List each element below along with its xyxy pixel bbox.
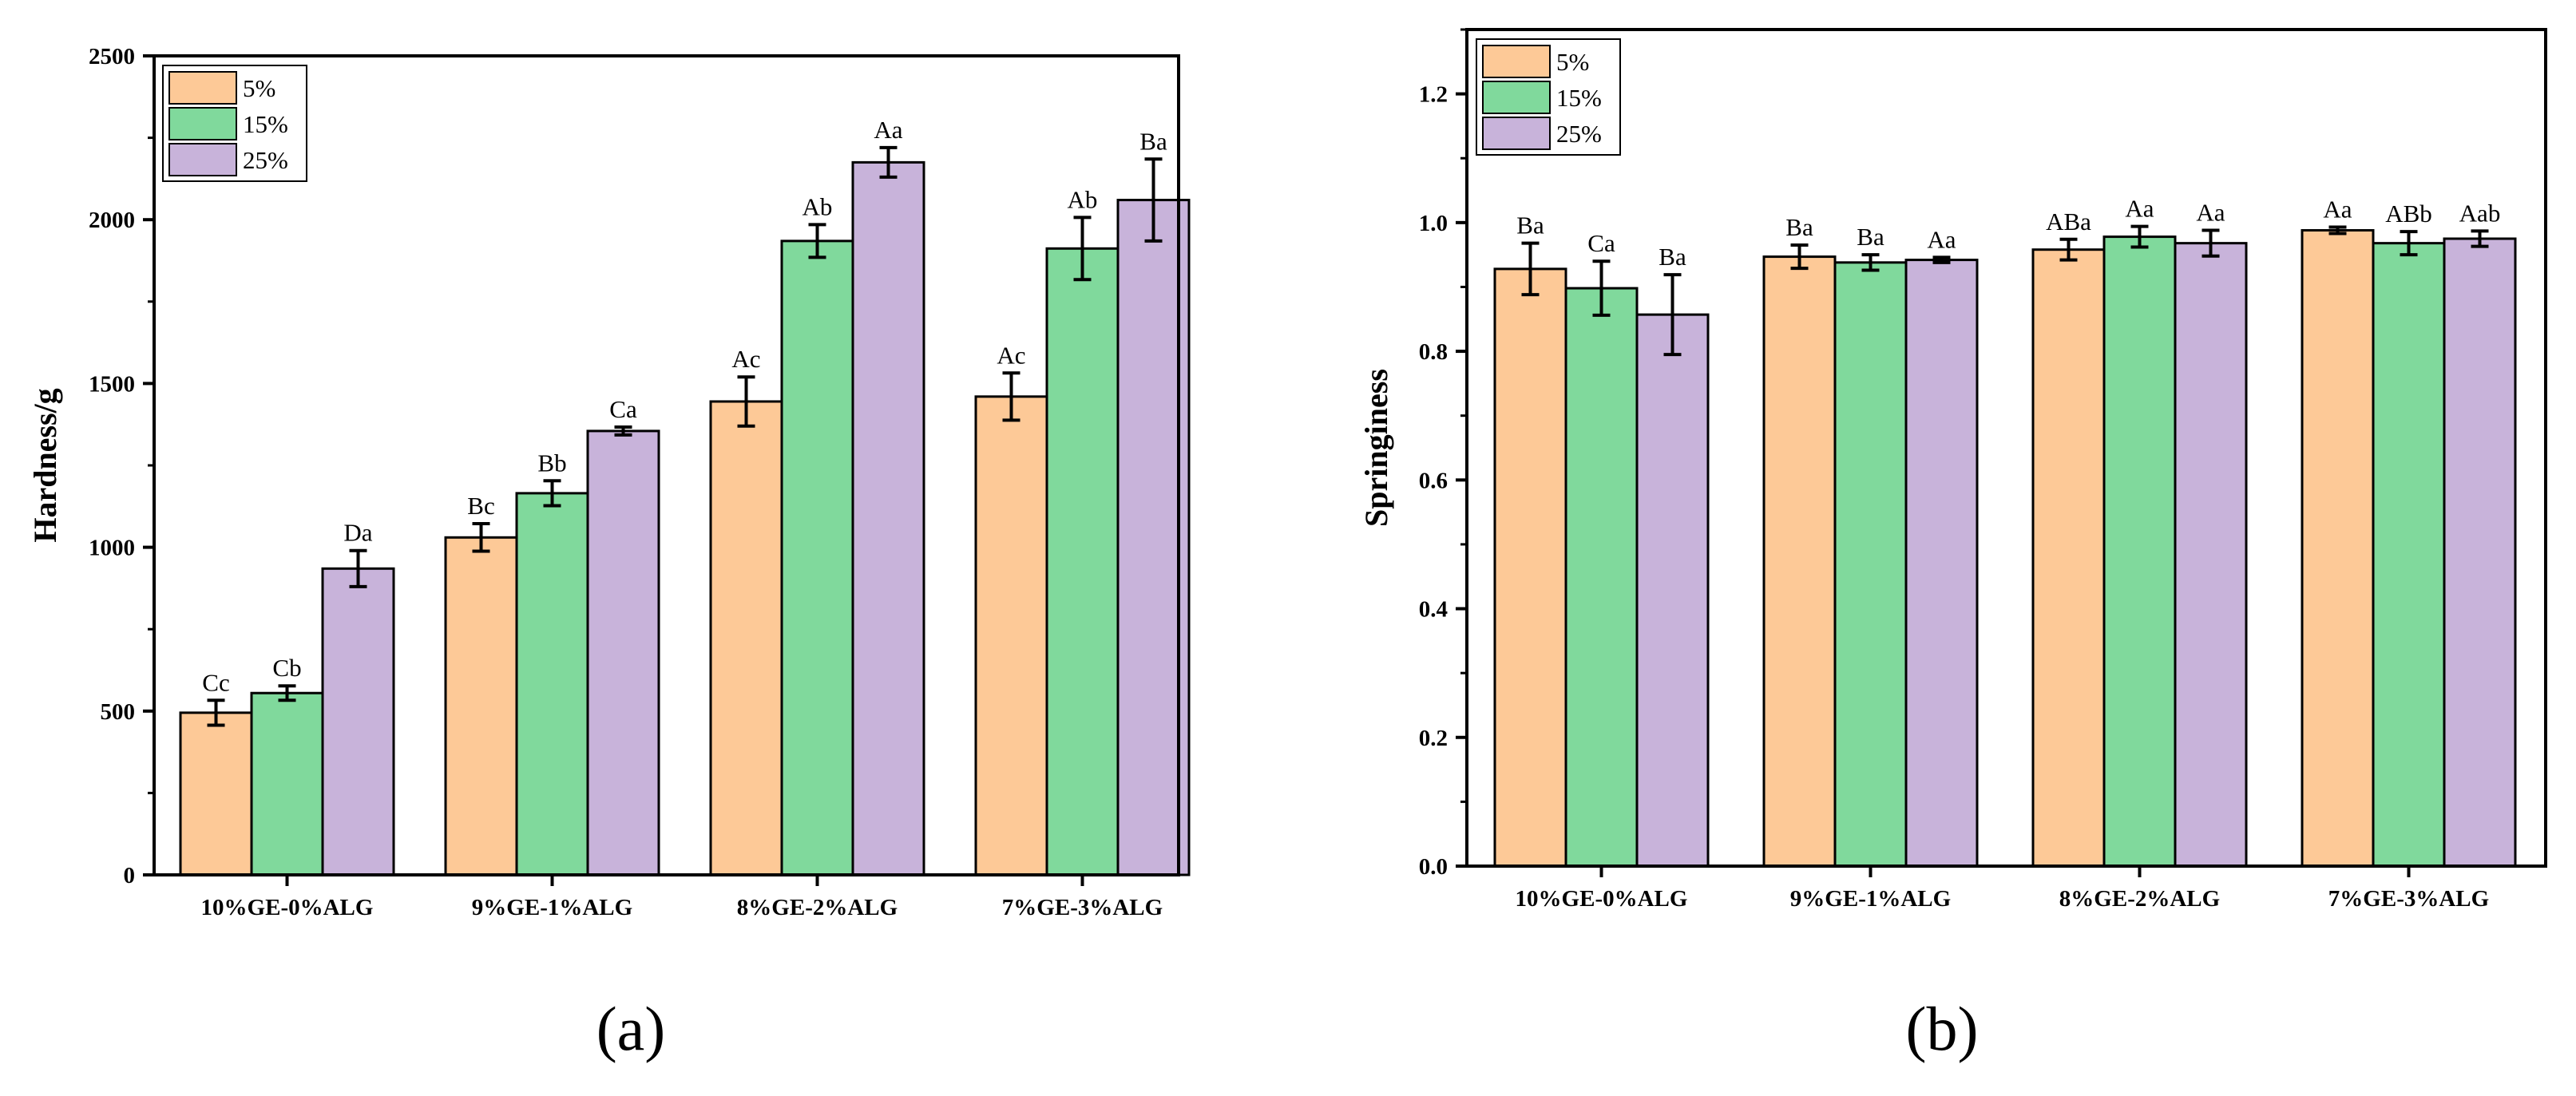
significance-label: Ba: [1857, 223, 1884, 251]
significance-label: Ba: [1659, 243, 1686, 271]
y-tick-label: 500: [101, 699, 136, 725]
bar-25pct-2: [1904, 259, 1979, 868]
bar-5pct-2: [444, 536, 518, 876]
y-tick-label: 0.6: [1419, 468, 1448, 493]
legend-swatch: [168, 143, 237, 176]
y-tick-label: 0.0: [1419, 854, 1448, 880]
panel-label: (b): [1906, 994, 1979, 1063]
y-tick-label: 0.4: [1419, 597, 1448, 623]
legend-label: 25%: [1556, 120, 1602, 148]
y-tick-label: 2500: [89, 44, 135, 69]
chart-panel-b: Ba Ba ABa Aa Ca Ba Aa ABb Ba Aa Aa Aab 0.0 0.2 0.4 0.6 0…: [1358, 28, 2547, 1063]
y-axis-title: Hardness/g: [27, 388, 63, 542]
significance-label: Bb: [537, 449, 566, 477]
y-tick-label: 2000: [89, 208, 135, 233]
legend-swatch: [1482, 117, 1551, 150]
significance-label: Cb: [272, 654, 301, 682]
plot-frame: [1465, 28, 2547, 868]
bar-5pct-3: [2031, 248, 2106, 868]
significance-label: Ab: [1068, 185, 1098, 213]
legend-swatch: [1482, 81, 1551, 114]
x-tick-label: 10%GE-0%ALG: [201, 895, 374, 920]
significance-label: Ab: [803, 192, 833, 220]
y-tick-label: 1.2: [1419, 82, 1448, 108]
significance-label: Ca: [1587, 229, 1615, 257]
bar-15pct-2: [1833, 261, 1908, 868]
legend-label: 25%: [243, 146, 288, 174]
significance-label: Ba: [1516, 212, 1544, 239]
bar-5pct-1: [179, 711, 253, 876]
legend-label: 5%: [243, 74, 275, 102]
bar-5pct-3: [709, 400, 783, 876]
bar-25pct-4: [2443, 237, 2517, 868]
x-tick-label: 9%GE-1%ALG: [472, 895, 632, 920]
bar-25pct-1: [321, 567, 395, 876]
significance-label: Cc: [202, 668, 229, 696]
y-tick-label: 0: [124, 863, 136, 888]
significance-label: ABa: [2046, 208, 2091, 235]
significance-label: Ba: [1139, 127, 1167, 155]
significance-label: ABb: [2385, 200, 2432, 228]
legend-label: 15%: [1556, 84, 1602, 112]
x-tick-label: 9%GE-1%ALG: [1790, 886, 1951, 912]
bar-5pct-4: [974, 395, 1048, 876]
legend-swatch: [1482, 45, 1551, 78]
y-tick-label: 1.0: [1419, 211, 1448, 236]
bar-5pct-4: [2301, 229, 2375, 868]
y-tick-label: 1000: [89, 536, 135, 561]
bar-25pct-3: [2174, 242, 2248, 868]
significance-label: Aa: [2196, 199, 2225, 227]
legend-swatch: [168, 107, 237, 140]
bar-5pct-2: [1762, 255, 1837, 868]
significance-label: Da: [343, 519, 372, 547]
bar-15pct-2: [515, 492, 589, 876]
bar-15pct-4: [2372, 242, 2446, 868]
y-tick-label: 1500: [89, 371, 135, 397]
significance-label: Aa: [2323, 195, 2352, 223]
y-axis-title: Springiness: [1358, 369, 1394, 527]
significance-label: Ca: [609, 395, 637, 423]
bar-25pct-1: [1635, 313, 1710, 868]
y-tick-label: 0.2: [1419, 726, 1448, 751]
bar-15pct-1: [250, 691, 324, 876]
y-tick-label: 0.8: [1419, 339, 1448, 365]
x-tick-label: 10%GE-0%ALG: [1516, 886, 1688, 912]
legend-label: 5%: [1556, 48, 1589, 76]
x-tick-label: 7%GE-3%ALG: [1002, 895, 1163, 920]
bar-15pct-3: [2102, 235, 2177, 868]
significance-label: Aab: [2459, 199, 2501, 227]
bar-15pct-3: [780, 239, 854, 876]
significance-label: Ba: [1785, 213, 1813, 241]
bar-25pct-3: [851, 160, 925, 876]
significance-label: Ac: [731, 345, 760, 373]
chart-panel-a: Cc Bc Ac Ac Cb Bb Ab Ab Da Ca Aa Ba 0 500 1000 1500 2000…: [27, 44, 1191, 1063]
panel-label: (a): [596, 994, 666, 1063]
legend-swatch: [168, 71, 237, 105]
x-tick-label: 8%GE-2%ALG: [737, 895, 898, 920]
legend-label: 15%: [243, 110, 288, 138]
bar-15pct-4: [1045, 247, 1120, 876]
bar-25pct-2: [586, 429, 660, 876]
significance-label: Aa: [1927, 225, 1956, 253]
x-tick-label: 8%GE-2%ALG: [2059, 886, 2220, 912]
significance-label: Bc: [467, 492, 494, 520]
bar-5pct-1: [1493, 267, 1567, 868]
significance-label: Aa: [874, 116, 902, 144]
bar-15pct-1: [1564, 287, 1639, 868]
x-tick-label: 7%GE-3%ALG: [2328, 886, 2489, 912]
significance-label: Aa: [2125, 195, 2154, 223]
significance-label: Ac: [997, 341, 1025, 369]
